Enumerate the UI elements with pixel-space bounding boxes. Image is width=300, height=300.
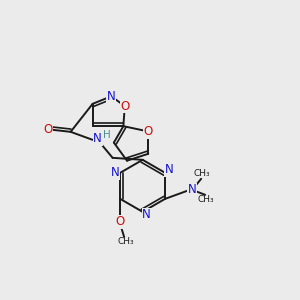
Text: N: N (188, 183, 197, 196)
Text: N: N (93, 132, 102, 145)
Text: CH₃: CH₃ (198, 195, 214, 204)
Text: N: N (107, 90, 116, 103)
Text: H: H (103, 130, 110, 140)
Text: N: N (142, 208, 151, 221)
Text: CH₃: CH₃ (118, 237, 134, 246)
Text: O: O (43, 123, 52, 136)
Text: O: O (144, 125, 153, 138)
Text: CH₃: CH₃ (194, 169, 211, 178)
Text: O: O (120, 100, 129, 112)
Text: N: N (111, 166, 119, 179)
Text: N: N (165, 163, 173, 176)
Text: O: O (116, 215, 125, 228)
